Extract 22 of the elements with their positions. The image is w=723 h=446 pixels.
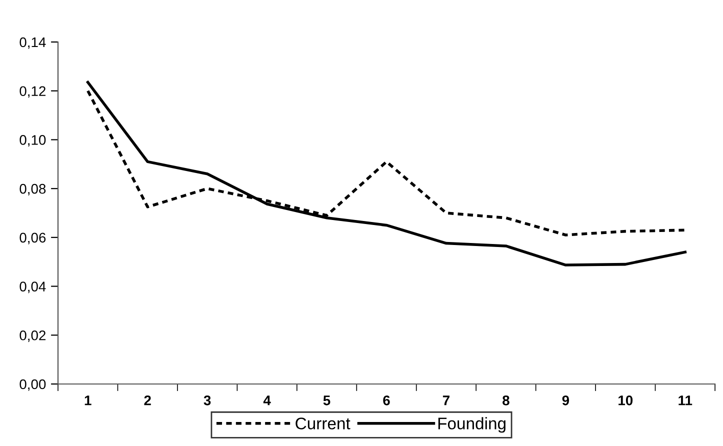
y-tick-label: 0,00: [20, 379, 46, 391]
x-tick-label: 5: [323, 396, 330, 406]
x-tick-label: 7: [442, 396, 450, 406]
legend-label: Founding: [438, 417, 506, 433]
x-tick-label: 8: [502, 395, 510, 406]
legend-label: Current: [296, 418, 350, 430]
x-tick-label: 3: [204, 395, 211, 406]
y-tick-label: 0,14: [20, 37, 46, 49]
x-tick-label: 4: [263, 396, 271, 406]
y-tick-label: 0,02: [20, 330, 46, 342]
x-tick-label: 1: [84, 396, 92, 406]
x-tick-label: 10: [618, 395, 633, 406]
x-tick-label: 9: [562, 395, 570, 406]
line-series: [86, 80, 687, 266]
x-tick-label: 11: [678, 396, 692, 406]
y-tick-label: 0,12: [20, 86, 46, 98]
y-tick-label: 0,06: [20, 232, 46, 244]
x-tick-label: 2: [144, 395, 151, 406]
y-tick-label: 0,10: [20, 135, 46, 147]
x-tick-label: 6: [383, 395, 390, 406]
y-tick-label: 0,04: [20, 282, 46, 294]
y-tick-label: 0,08: [20, 184, 46, 196]
